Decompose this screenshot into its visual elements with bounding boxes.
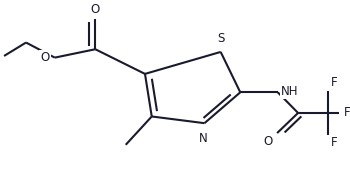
Text: NH: NH <box>281 85 299 98</box>
Text: F: F <box>344 106 350 120</box>
Text: F: F <box>330 77 337 89</box>
Text: O: O <box>264 135 273 148</box>
Text: N: N <box>198 132 207 145</box>
Text: O: O <box>41 51 50 64</box>
Text: O: O <box>91 3 100 16</box>
Text: S: S <box>217 32 224 45</box>
Text: F: F <box>330 136 337 149</box>
